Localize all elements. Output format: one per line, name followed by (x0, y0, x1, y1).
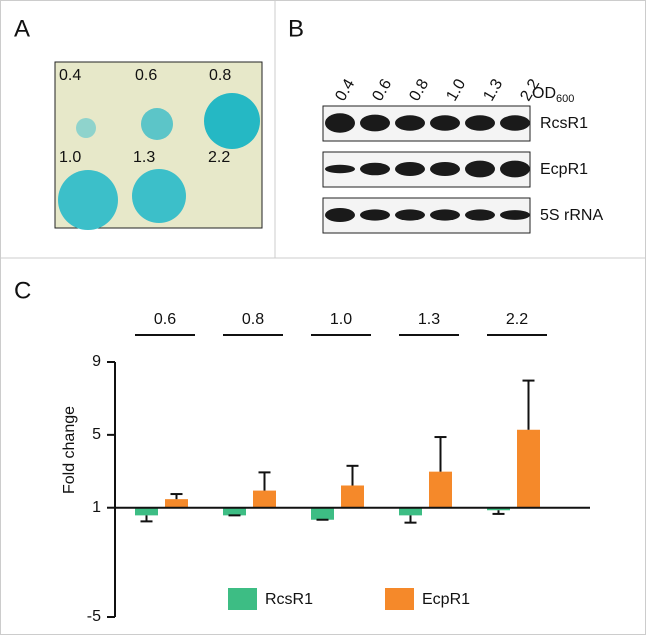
row-label: RcsR1 (540, 115, 588, 132)
band (395, 115, 425, 131)
error-bar (140, 515, 153, 523)
bar (135, 507, 158, 516)
od-sub: 600 (556, 93, 574, 105)
band (500, 160, 530, 178)
band (360, 209, 390, 221)
y-tick-label: 5 (92, 426, 101, 443)
bar (253, 490, 276, 508)
band (465, 160, 495, 178)
plate (54, 61, 263, 230)
x-tick-label: 1.3 (418, 311, 440, 328)
legend-swatch (228, 588, 257, 610)
band (430, 209, 460, 221)
band (360, 162, 390, 176)
band (430, 115, 460, 131)
error-bar (258, 471, 271, 491)
panel-label: B (288, 15, 304, 42)
blot (322, 105, 531, 142)
error-bar (522, 379, 535, 430)
row-label: 5S rRNA (540, 207, 603, 224)
error-bar (170, 493, 183, 500)
error-bar (404, 515, 417, 524)
x-tick-label: 0.6 (154, 311, 176, 328)
band (465, 209, 495, 221)
bar (223, 507, 246, 516)
spot (76, 118, 96, 138)
band (325, 164, 355, 174)
spot-label: 1.0 (59, 149, 81, 166)
spot (204, 93, 260, 149)
x-tick-label: 2.2 (506, 311, 528, 328)
bar (399, 507, 422, 516)
error-bar (434, 436, 447, 472)
panel-label: C (14, 277, 31, 304)
od-label: OD600 (532, 85, 574, 105)
spot (141, 108, 173, 140)
x-tick-label: 1.0 (330, 311, 352, 328)
band (465, 115, 495, 131)
bar (311, 507, 334, 520)
y-label: Fold change (61, 406, 78, 494)
bar (429, 471, 452, 508)
od: OD (532, 85, 556, 102)
legend-label: EcpR1 (422, 591, 470, 608)
spot-label: 0.8 (209, 67, 231, 84)
x-tick-label: 0.8 (242, 311, 264, 328)
spot-label: 1.3 (133, 149, 155, 166)
legend-swatch (385, 588, 414, 610)
spot-label: 0.4 (59, 67, 81, 84)
y-tick-label: 9 (92, 353, 101, 370)
bar (341, 485, 364, 508)
band (360, 114, 390, 132)
row-label: EcpR1 (540, 161, 588, 178)
spot (132, 169, 186, 223)
band (430, 162, 460, 176)
bar (165, 499, 188, 508)
band (395, 209, 425, 221)
spot (58, 170, 118, 230)
bar (487, 507, 510, 511)
bar (517, 429, 540, 508)
blot (322, 197, 531, 234)
band (395, 162, 425, 176)
band (500, 115, 530, 131)
y-tick-label: -5 (87, 608, 101, 625)
error-bar (492, 510, 505, 515)
legend-label: RcsR1 (265, 591, 313, 608)
band (325, 113, 355, 133)
band (500, 210, 530, 220)
band (325, 208, 355, 222)
panel-label: A (14, 15, 30, 42)
error-bar (346, 464, 359, 486)
blot (322, 151, 531, 188)
y-tick-label: 1 (92, 499, 101, 516)
spot-label: 0.6 (135, 67, 157, 84)
spot-label: 2.2 (208, 149, 230, 166)
